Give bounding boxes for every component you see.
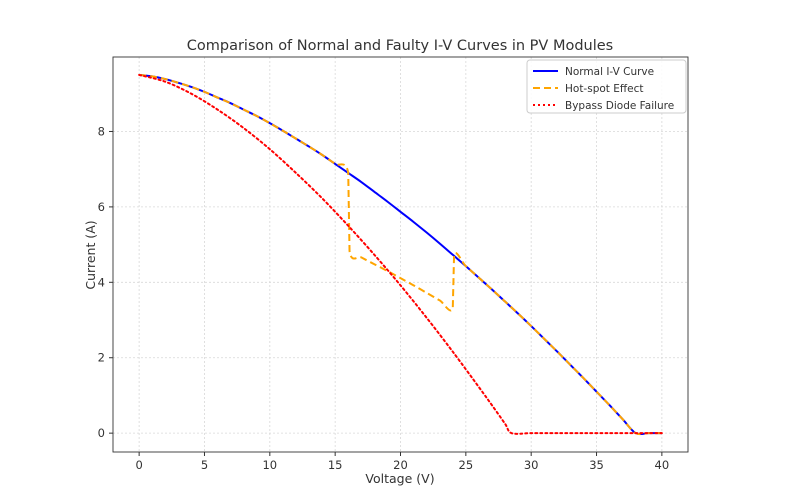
- x-axis-label: Voltage (V): [365, 471, 434, 486]
- legend-label: Bypass Diode Failure: [565, 100, 674, 112]
- ticks: 0 5 10 15 20 25 30 35 40 0 2 4 6 8: [98, 124, 670, 472]
- x-tick-label: 40: [655, 458, 670, 472]
- y-axis-label: Current (A): [83, 220, 98, 289]
- legend-label: Hot-spot Effect: [565, 83, 643, 95]
- series-line-1: [139, 73, 662, 436]
- legend-label: Normal I-V Curve: [565, 66, 654, 78]
- x-tick-label: 15: [328, 458, 343, 472]
- x-tick-label: 5: [201, 458, 208, 472]
- y-tick-label: 8: [98, 124, 105, 138]
- x-tick-label: 35: [589, 458, 604, 472]
- x-tick-label: 25: [459, 458, 474, 472]
- series-lines: [138, 73, 663, 436]
- x-tick-label: 20: [393, 458, 408, 472]
- y-tick-label: 0: [98, 426, 105, 440]
- y-tick-label: 4: [98, 275, 105, 289]
- legend: Normal I-V Curve Hot-spot Effect Bypass Di…: [526, 59, 687, 114]
- x-tick-label: 30: [524, 458, 539, 472]
- x-tick-label: 10: [262, 458, 277, 472]
- chart-title: Comparison of Normal and Faulty I-V Curv…: [187, 38, 613, 54]
- y-tick-label: 6: [98, 200, 105, 214]
- legend-box: [526, 59, 687, 114]
- axes-frame: [112, 56, 689, 453]
- grid: [113, 57, 688, 452]
- x-tick-label: 0: [135, 458, 142, 472]
- y-tick-label: 2: [98, 351, 105, 365]
- series-line-2: [138, 73, 663, 435]
